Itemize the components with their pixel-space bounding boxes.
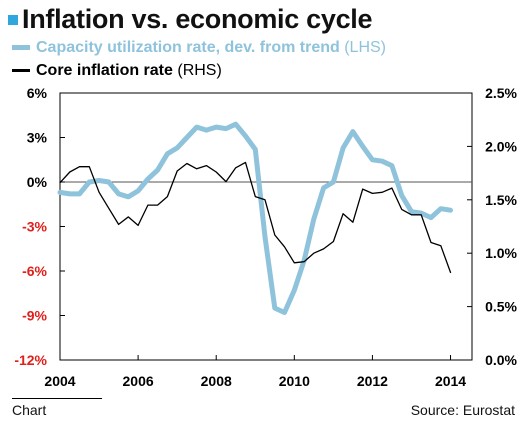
left-axis-tick-label: 0%	[27, 174, 48, 190]
left-axis-tick-label: -9%	[22, 308, 47, 324]
legend-axis-suffix: (RHS)	[177, 62, 222, 79]
left-axis-tick-label: 3%	[27, 130, 48, 146]
x-axis-tick-label: 2014	[435, 373, 466, 389]
legend-item-capacity-utilization: Capacity utilization rate, dev. from tre…	[12, 39, 386, 57]
legend-axis-suffix: (LHS)	[344, 39, 386, 56]
left-axis-tick-label: -6%	[22, 263, 47, 279]
chart-title: Inflation vs. economic cycle	[8, 4, 373, 35]
series-line-capacity-utilization	[57, 121, 453, 315]
legend-label: Core inflation rate	[36, 62, 173, 79]
right-axis-tick-label: 2.0%	[485, 138, 517, 154]
right-axis-tick-label: 2.5%	[485, 85, 517, 101]
x-axis-tick-label: 2008	[201, 373, 232, 389]
x-axis-tick-label: 2012	[357, 373, 388, 389]
x-axis-tick-label: 2006	[123, 373, 154, 389]
chart-title-text: Inflation vs. economic cycle	[22, 4, 373, 34]
left-axis-tick-label: 6%	[27, 85, 48, 101]
title-square-icon	[8, 15, 18, 25]
series-line-core-inflation	[59, 161, 452, 274]
right-axis-tick-label: 0.0%	[485, 352, 517, 368]
source-note: Source: Eurostat	[410, 402, 515, 418]
right-axis-tick-label: 1.0%	[485, 245, 517, 261]
legend-label: Capacity utilization rate, dev. from tre…	[36, 39, 340, 56]
left-axis-tick-label: -3%	[22, 219, 47, 235]
legend-line-swatch-icon	[12, 45, 30, 51]
x-axis-tick-label: 2010	[279, 373, 310, 389]
right-axis-tick-label: 1.5%	[485, 192, 517, 208]
right-axis-tick-label: 0.5%	[485, 299, 517, 315]
legend-line-swatch-icon	[12, 69, 30, 73]
legend-item-core-inflation: Core inflation rate (RHS)	[12, 62, 222, 80]
x-axis-tick-label: 2004	[44, 373, 75, 389]
footer-divider	[12, 398, 102, 399]
left-axis-tick-label: -12%	[14, 352, 47, 368]
footer-chart-label: Chart	[12, 402, 47, 418]
